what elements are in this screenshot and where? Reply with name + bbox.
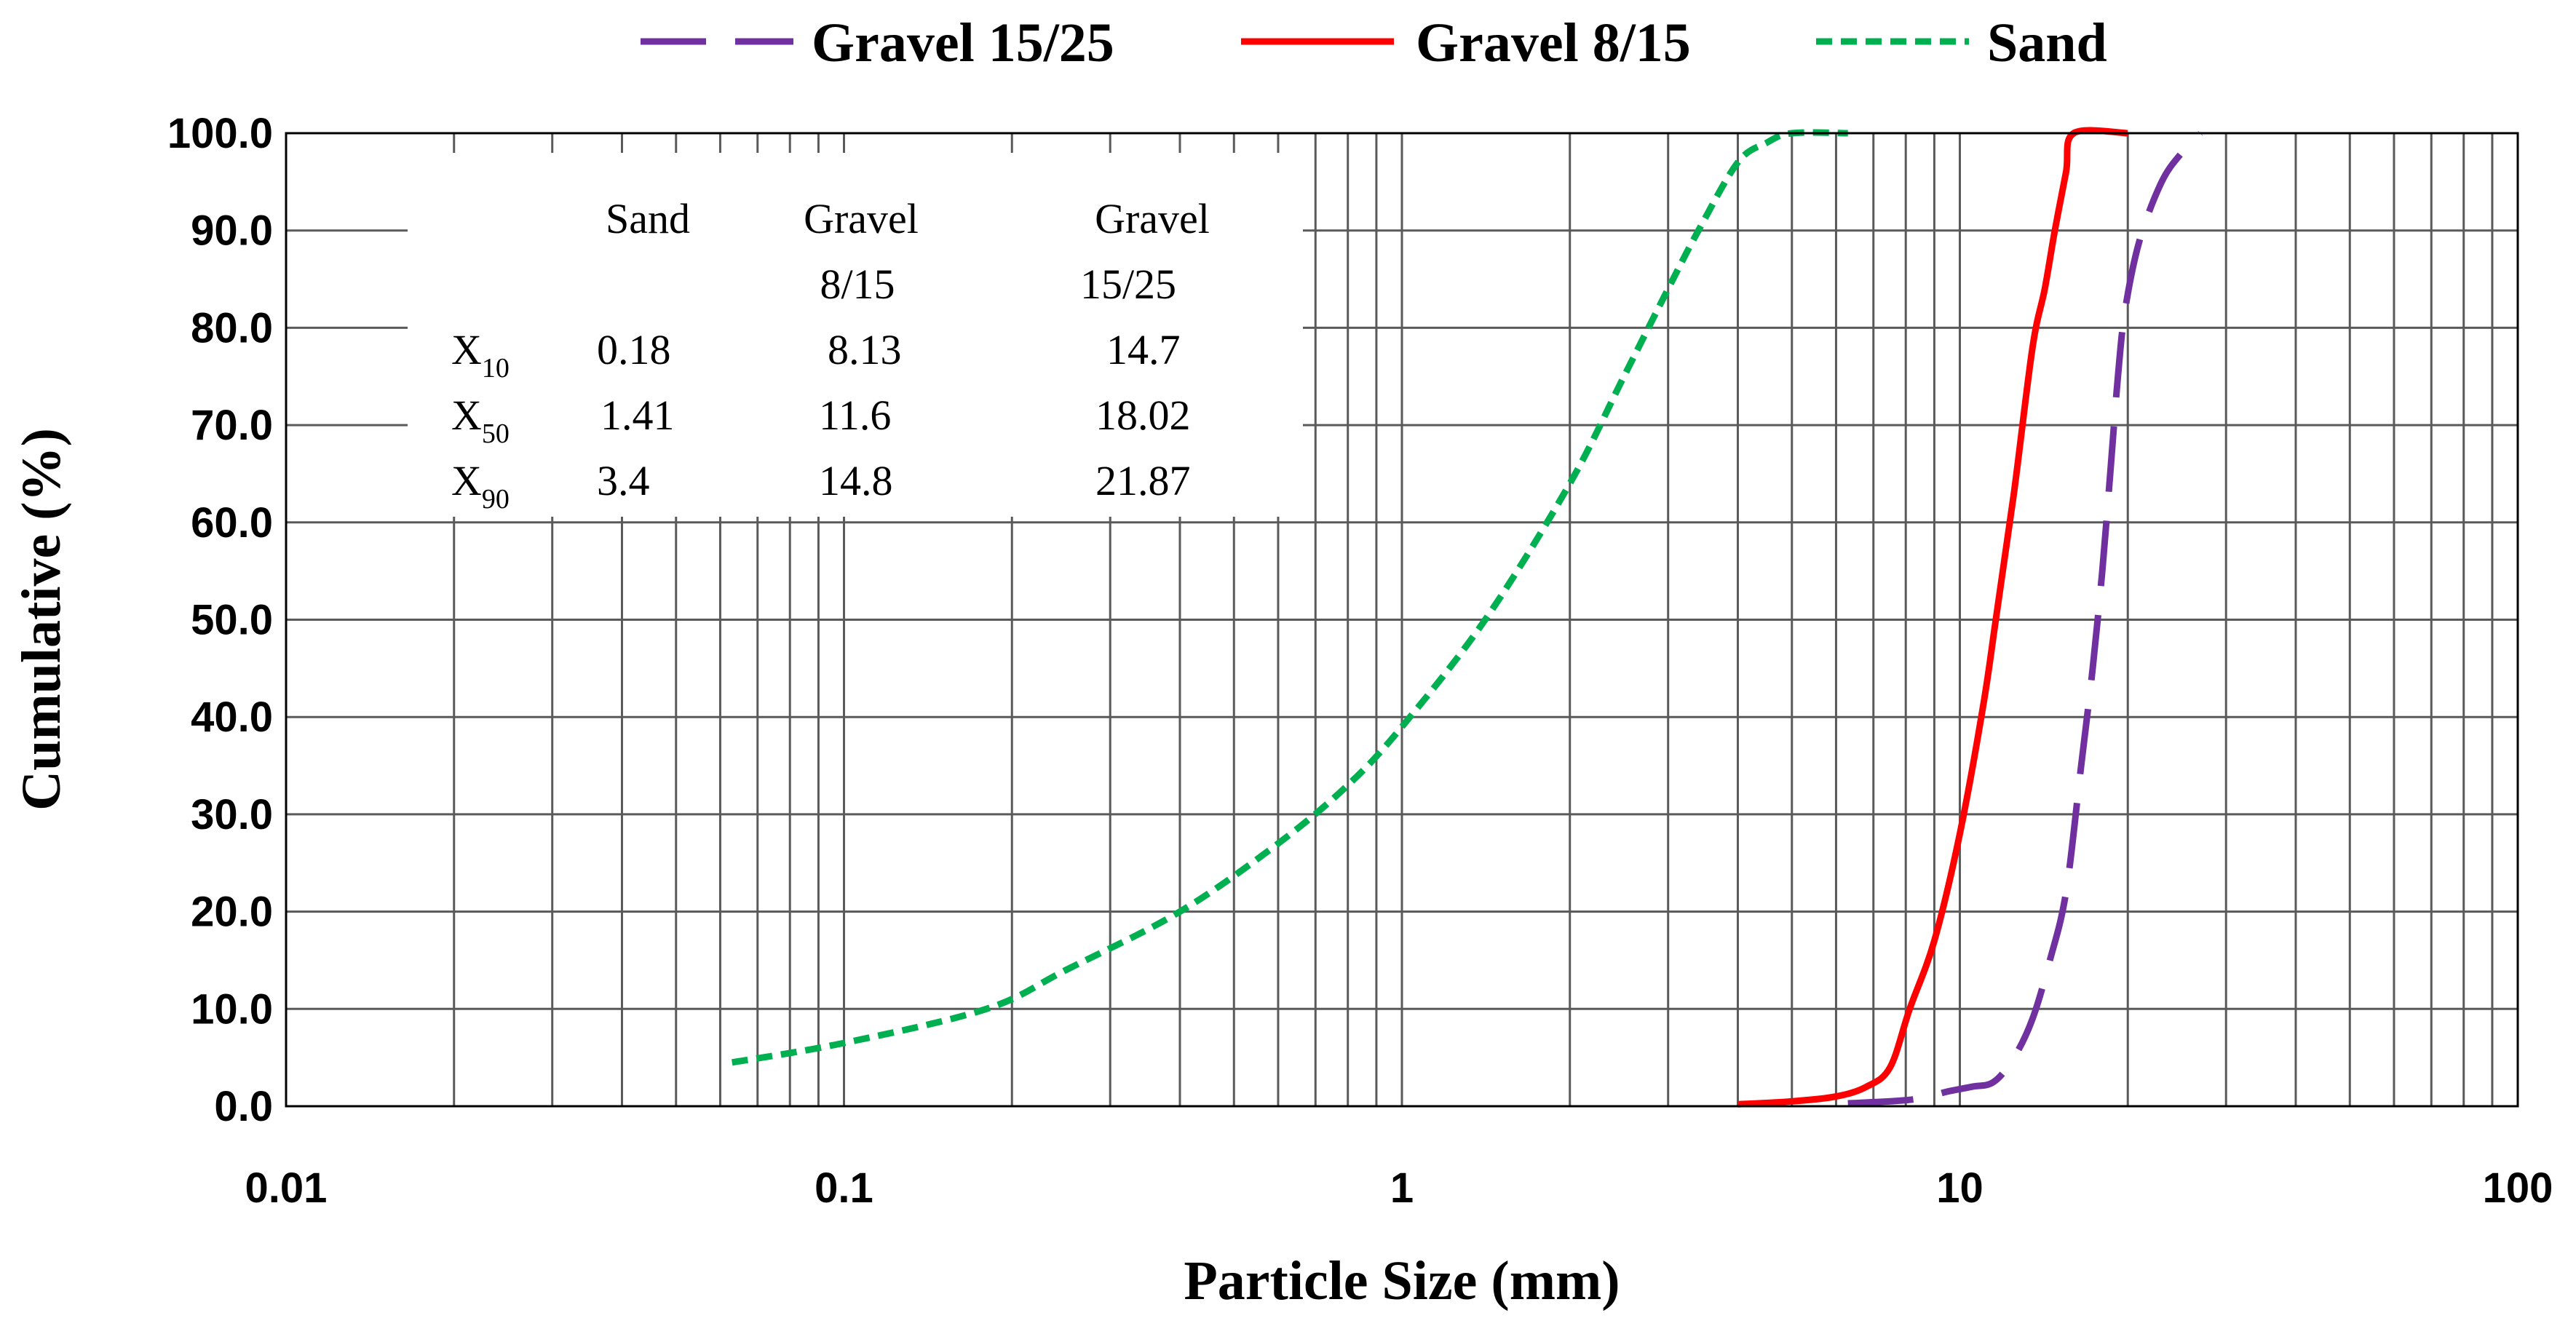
series-line-gravel-15-25 bbox=[1847, 130, 2203, 1107]
x-tick-label: 100 bbox=[2483, 1164, 2553, 1212]
y-tick-label: 60.0 bbox=[191, 499, 273, 547]
y-tick-label: 0.0 bbox=[214, 1083, 273, 1130]
row-label-sub: 90 bbox=[482, 484, 510, 515]
row-label-sub: 50 bbox=[482, 418, 510, 449]
y-axis-title: Cumulative (%) bbox=[11, 428, 72, 811]
table-cell: 21.87 bbox=[1095, 457, 1191, 504]
y-axis-ticks: 0.0 10.0 20.0 30.0 40.0 50.0 60.0 70.0 80.0 90.0 1… bbox=[167, 110, 273, 1130]
row-label-x: X bbox=[451, 326, 482, 373]
x-axis-ticks: 0.01 0.1 1 10 100 bbox=[245, 1164, 2553, 1212]
legend: Gravel 15/25 Gravel 8/15 Sand bbox=[641, 12, 2107, 74]
row-label-sub: 10 bbox=[482, 353, 510, 384]
table-cell: 0.18 bbox=[597, 326, 671, 373]
legend-label-gravel-8-15: Gravel 8/15 bbox=[1416, 12, 1691, 74]
y-tick-label: 10.0 bbox=[191, 985, 273, 1033]
table-cell: 11.6 bbox=[819, 392, 891, 439]
table-cell: 3.4 bbox=[597, 457, 650, 504]
table-header-sand: Sand bbox=[606, 195, 690, 242]
series-line-sand bbox=[731, 129, 1848, 1066]
y-tick-label: 100.0 bbox=[167, 110, 273, 157]
table-row-label-x90: X90 bbox=[451, 457, 510, 515]
y-tick-label: 50.0 bbox=[191, 597, 273, 644]
legend-label-gravel-15-25: Gravel 15/25 bbox=[812, 12, 1114, 74]
x-tick-label: 0.1 bbox=[815, 1164, 873, 1212]
y-tick-label: 90.0 bbox=[191, 207, 273, 255]
table-cell: 1.41 bbox=[601, 392, 675, 439]
table-header-gravel-2: Gravel bbox=[1095, 195, 1210, 242]
table-cell: 8.13 bbox=[828, 326, 902, 373]
table-background bbox=[408, 153, 1303, 517]
table-cell: 14.7 bbox=[1106, 326, 1181, 373]
table-cell: 14.8 bbox=[819, 457, 893, 504]
table-subheader-8-15: 8/15 bbox=[820, 261, 895, 308]
stats-table: Sand Gravel Gravel 8/15 15/25 X10 0.18 8… bbox=[451, 195, 1210, 515]
x-tick-label: 10 bbox=[1936, 1164, 1983, 1212]
y-tick-label: 20.0 bbox=[191, 889, 273, 936]
series-group bbox=[731, 127, 2203, 1108]
y-tick-label: 80.0 bbox=[191, 304, 273, 352]
row-label-x: X bbox=[451, 392, 482, 439]
x-tick-label: 1 bbox=[1390, 1164, 1414, 1212]
table-row-label-x10: X10 bbox=[451, 326, 510, 384]
table-row-label-x50: X50 bbox=[451, 392, 510, 449]
y-tick-label: 70.0 bbox=[191, 402, 273, 449]
x-tick-label: 0.01 bbox=[245, 1164, 328, 1212]
legend-label-sand: Sand bbox=[1987, 12, 2107, 74]
plot-border bbox=[285, 132, 2519, 1108]
y-tick-label: 40.0 bbox=[191, 694, 273, 741]
x-axis-title: Particle Size (mm) bbox=[1184, 1250, 1620, 1311]
table-subheader-15-25: 15/25 bbox=[1080, 261, 1176, 308]
series-line-gravel-8-15 bbox=[1737, 127, 2128, 1108]
table-header-gravel-1: Gravel bbox=[804, 195, 919, 242]
y-tick-label: 30.0 bbox=[191, 791, 273, 838]
table-cell: 18.02 bbox=[1095, 392, 1191, 439]
row-label-x: X bbox=[451, 457, 482, 504]
